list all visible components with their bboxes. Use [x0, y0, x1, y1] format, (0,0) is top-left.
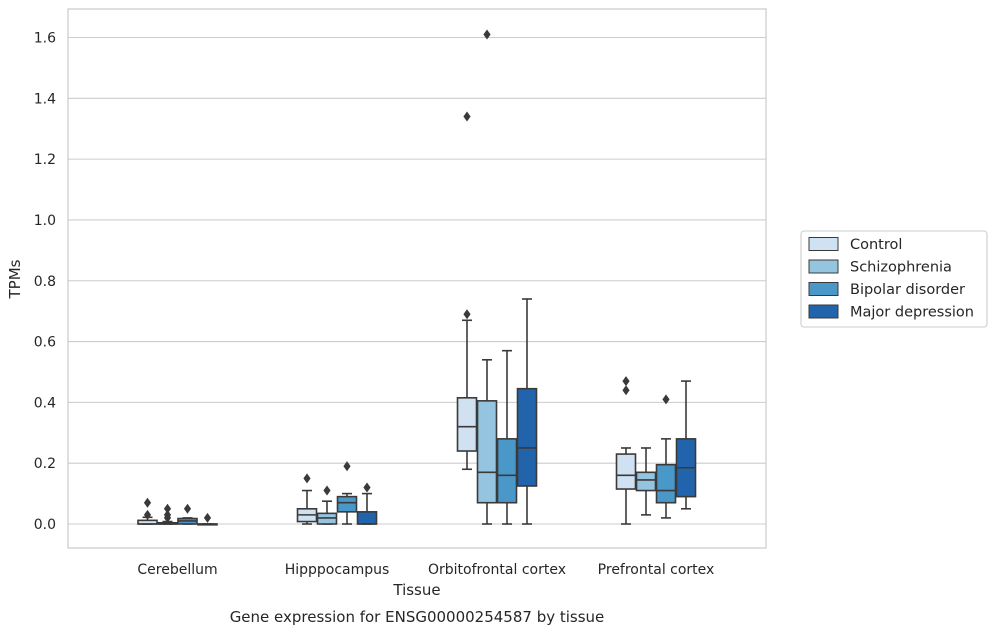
outlier-point: [622, 376, 630, 387]
box-group: [177, 503, 198, 525]
outlier-point: [143, 509, 152, 520]
outlier-point: [163, 503, 172, 514]
y-axis-label: TPMs: [6, 259, 24, 299]
y-tick-label: 0.2: [34, 456, 56, 472]
x-axis-label: Tissue: [392, 581, 440, 599]
box-group: [655, 394, 677, 519]
outlier-point: [203, 512, 212, 523]
box: [476, 400, 498, 504]
box: [516, 387, 538, 487]
plot-frame: [67, 8, 767, 549]
box-group: [635, 447, 657, 516]
outlier-point: [622, 385, 630, 396]
box-group: [456, 111, 478, 471]
box-group: [316, 485, 338, 525]
y-tick-labels: 0.0 0.2 0.4 0.6 0.8 1.0 1.2 1.4 1.6: [34, 31, 56, 534]
box-group: [516, 298, 538, 525]
box-group: [197, 512, 218, 526]
box-group: [296, 473, 318, 525]
y-tick-label: 0.8: [34, 274, 56, 290]
outlier-point: [363, 482, 371, 493]
y-tick-label: 1.6: [34, 31, 56, 47]
x-tick-label: Hipppocampus: [285, 562, 390, 578]
outlier-point: [483, 29, 491, 40]
outlier-point: [303, 473, 311, 484]
legend: Control Schizophrenia Bipolar disorder Majo…: [800, 230, 988, 328]
box-group: [336, 461, 358, 525]
legend-swatch: [808, 304, 839, 319]
legend-label: Bipolar disorder: [850, 282, 965, 298]
box: [356, 511, 378, 525]
box-group: [675, 380, 697, 510]
outlier-point: [183, 503, 192, 514]
y-tick-label: 0.6: [34, 335, 56, 351]
outlier-point: [463, 309, 471, 320]
box: [336, 495, 358, 513]
outlier-point: [463, 111, 471, 122]
x-tick-labels: Cerebellum Hipppocampus Orbitofrontal cort…: [137, 562, 714, 578]
x-tick-label: Orbitofrontal cortex: [428, 562, 566, 578]
outlier-point: [662, 394, 670, 405]
y-tick-label: 0.4: [34, 395, 56, 411]
outlier-point: [163, 509, 172, 520]
box-group: [496, 349, 518, 525]
y-tick-label: 1.4: [34, 91, 56, 107]
outlier-point: [343, 461, 351, 472]
legend-label: Control: [850, 237, 902, 253]
x-tick-label: Cerebellum: [137, 562, 217, 578]
box: [456, 397, 478, 452]
box: [615, 453, 637, 490]
y-tick-label: 1.0: [34, 213, 56, 229]
legend-swatch: [808, 237, 839, 251]
outlier-point: [323, 485, 331, 496]
boxes-layer: [137, 29, 697, 526]
legend-swatch: [808, 282, 839, 296]
box-group: [615, 376, 637, 525]
box-group: [356, 482, 378, 525]
legend-label: Schizophrenia: [850, 260, 952, 276]
box: [655, 463, 677, 504]
legend-swatch: [808, 259, 839, 274]
x-tick-label: Prefrontal cortex: [598, 562, 715, 578]
box-group: [137, 497, 158, 525]
outlier-point: [143, 497, 152, 508]
box-group: [157, 503, 178, 525]
y-tick-label: 1.2: [34, 152, 56, 168]
box-group: [476, 29, 498, 525]
legend-frame: [800, 230, 988, 328]
legend-label: Major depression: [850, 305, 974, 321]
chart-caption: Gene expression for ENSG00000254587 by t…: [230, 608, 605, 626]
y-tick-label: 0.0: [34, 517, 56, 533]
box: [496, 438, 518, 504]
box: [635, 471, 657, 492]
